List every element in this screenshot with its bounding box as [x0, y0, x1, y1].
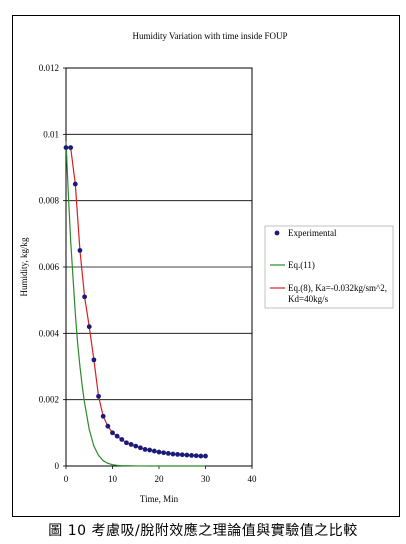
data-point-experimental [110, 430, 115, 436]
data-point-experimental [165, 451, 171, 456]
data-point-experimental [96, 393, 101, 399]
data-point-experimental [68, 145, 74, 151]
data-point-experimental [133, 443, 139, 449]
data-point-experimental [138, 445, 143, 451]
data-point-experimental [82, 294, 87, 300]
legend-marker-experimental [274, 230, 280, 236]
data-point-experimental [203, 453, 208, 459]
y-tick-label: 0.008 [39, 196, 60, 206]
y-tick-label: 0.002 [39, 395, 59, 405]
series-line-eq-11 [65, 140, 206, 467]
series-layer [63, 140, 208, 467]
grid-layer [66, 133, 252, 401]
y-tick-label: 0.006 [39, 262, 60, 272]
figure-caption: 圖 10 考慮吸/脫附效應之理論值與實驗值之比較 [48, 523, 358, 539]
data-point-experimental [189, 452, 194, 458]
data-point-experimental [179, 452, 185, 458]
y-tick-label: 0.01 [43, 129, 59, 139]
data-point-experimental [198, 453, 204, 459]
y-tick-labels: 0 0.002 0.004 0.006 0.008 0.01 0.012 [39, 63, 66, 471]
data-point-experimental [100, 413, 106, 419]
data-point-experimental [128, 442, 134, 447]
data-point-experimental [161, 450, 167, 456]
data-point-experimental [105, 423, 111, 429]
chart-frame [12, 15, 400, 517]
series-line-eq-8-ka-0-032kg-sm-2-kd-40kg-s [66, 147, 206, 457]
y-tick-label: 0.012 [39, 63, 59, 73]
chart-title: Humidity Variation with time inside FOUP [132, 31, 287, 41]
data-point-experimental [72, 181, 78, 187]
x-tick-label: 40 [248, 474, 258, 484]
data-point-experimental [175, 451, 181, 457]
data-point-experimental [170, 451, 176, 457]
humidity-chart: Humidity Variation with time inside FOUP… [19, 31, 394, 504]
data-point-experimental [124, 440, 129, 446]
data-point-experimental [184, 452, 190, 458]
legend-label-eq8-line1: Eq.(8), Ka=-0.032kg/sm^2, [288, 283, 387, 293]
x-tick-label: 0 [64, 474, 69, 484]
data-point-experimental [147, 447, 153, 453]
legend-label-eq8-line2: Kd=40kg/s [288, 294, 329, 304]
x-tick-label: 10 [108, 474, 118, 484]
x-tick-label: 20 [155, 474, 165, 484]
data-point-experimental [91, 357, 97, 363]
x-tick-label: 30 [201, 474, 211, 484]
data-point-experimental [86, 324, 92, 330]
x-tick-labels: 0 10 20 30 40 [64, 466, 257, 484]
y-axis-label: Humidity, kg/kg [19, 237, 29, 296]
data-point-experimental [63, 145, 69, 151]
x-axis-label: Time, Min [140, 494, 179, 504]
data-point-experimental [119, 437, 125, 442]
y-tick-label: 0 [55, 461, 60, 471]
legend-label-eq11: Eq.(11) [288, 260, 315, 270]
data-point-experimental [156, 449, 162, 455]
data-point-experimental [77, 248, 83, 253]
legend-label-experimental: Experimental [288, 228, 337, 238]
data-point-experimental [114, 433, 120, 439]
legend-box [264, 225, 394, 309]
data-point-experimental [193, 453, 199, 459]
data-point-experimental [142, 447, 148, 452]
data-point-experimental [151, 448, 157, 454]
y-tick-label: 0.004 [39, 328, 60, 338]
